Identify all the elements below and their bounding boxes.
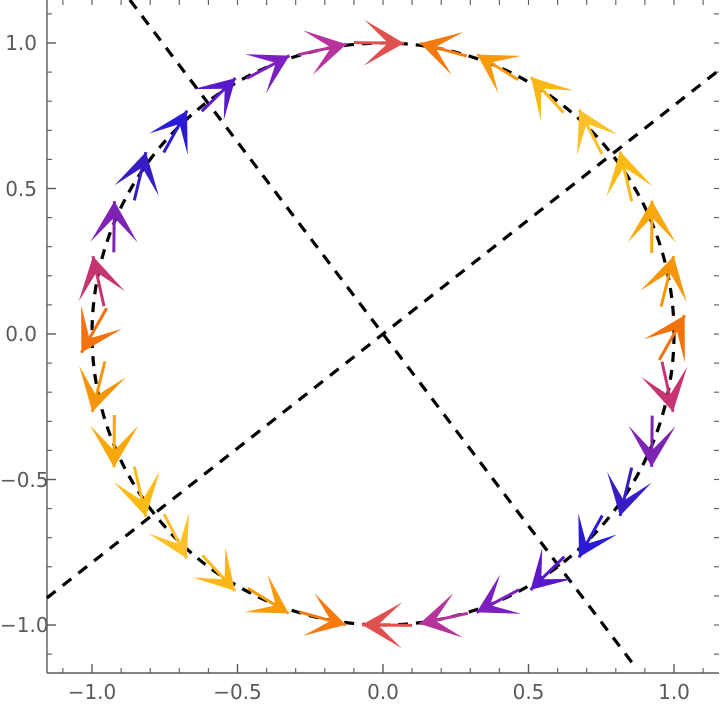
field-arrow — [476, 53, 522, 94]
field-arrow — [640, 255, 687, 307]
y-tick-label: 0.5 — [5, 176, 37, 201]
field-arrow — [641, 361, 688, 413]
field-arrow — [419, 593, 469, 638]
field-arrow — [149, 109, 189, 155]
field-arrow — [627, 200, 676, 254]
y-tick-label: −1.0 — [0, 613, 49, 637]
x-tick-label: 1.0 — [658, 680, 690, 704]
dashed-eigenlines — [45, 0, 720, 670]
field-arrow — [113, 466, 160, 518]
field-arrow — [80, 305, 123, 354]
field-arrow — [90, 414, 139, 468]
field-arrow — [114, 151, 159, 201]
field-arrow — [90, 201, 138, 253]
field-arrow — [475, 574, 521, 614]
field-arrow — [643, 314, 686, 363]
y-tick-label: 1.0 — [5, 31, 37, 55]
x-tick-label: 0.5 — [512, 680, 545, 704]
field-arrow — [529, 76, 574, 121]
field-arrow — [577, 108, 618, 156]
field-arrow — [297, 30, 347, 75]
field-arrow — [79, 361, 126, 413]
axis-ticks — [47, 0, 719, 673]
field-arrow — [148, 512, 189, 560]
field-arrow — [361, 602, 413, 649]
field-arrow — [628, 415, 676, 467]
field-arrow — [353, 19, 405, 66]
field-arrow — [78, 255, 125, 307]
field-arrow — [419, 32, 468, 75]
y-tick-label: −0.5 — [0, 467, 49, 492]
field-arrow — [245, 54, 291, 94]
field-arrow — [244, 574, 290, 615]
field-arrow — [298, 593, 347, 636]
field-arrow — [192, 547, 237, 592]
x-tick-label: −0.5 — [213, 680, 262, 704]
arrow-field — [78, 19, 688, 649]
field-arrow — [193, 77, 237, 121]
y-tick-label: 0.0 — [5, 322, 37, 346]
field-arrow — [607, 467, 652, 517]
x-tick-label: −1.0 — [67, 680, 117, 704]
field-arrow — [577, 513, 617, 559]
field-arrow — [529, 547, 573, 591]
x-tick-label: 0.0 — [367, 680, 399, 704]
field-arrow — [606, 150, 653, 202]
